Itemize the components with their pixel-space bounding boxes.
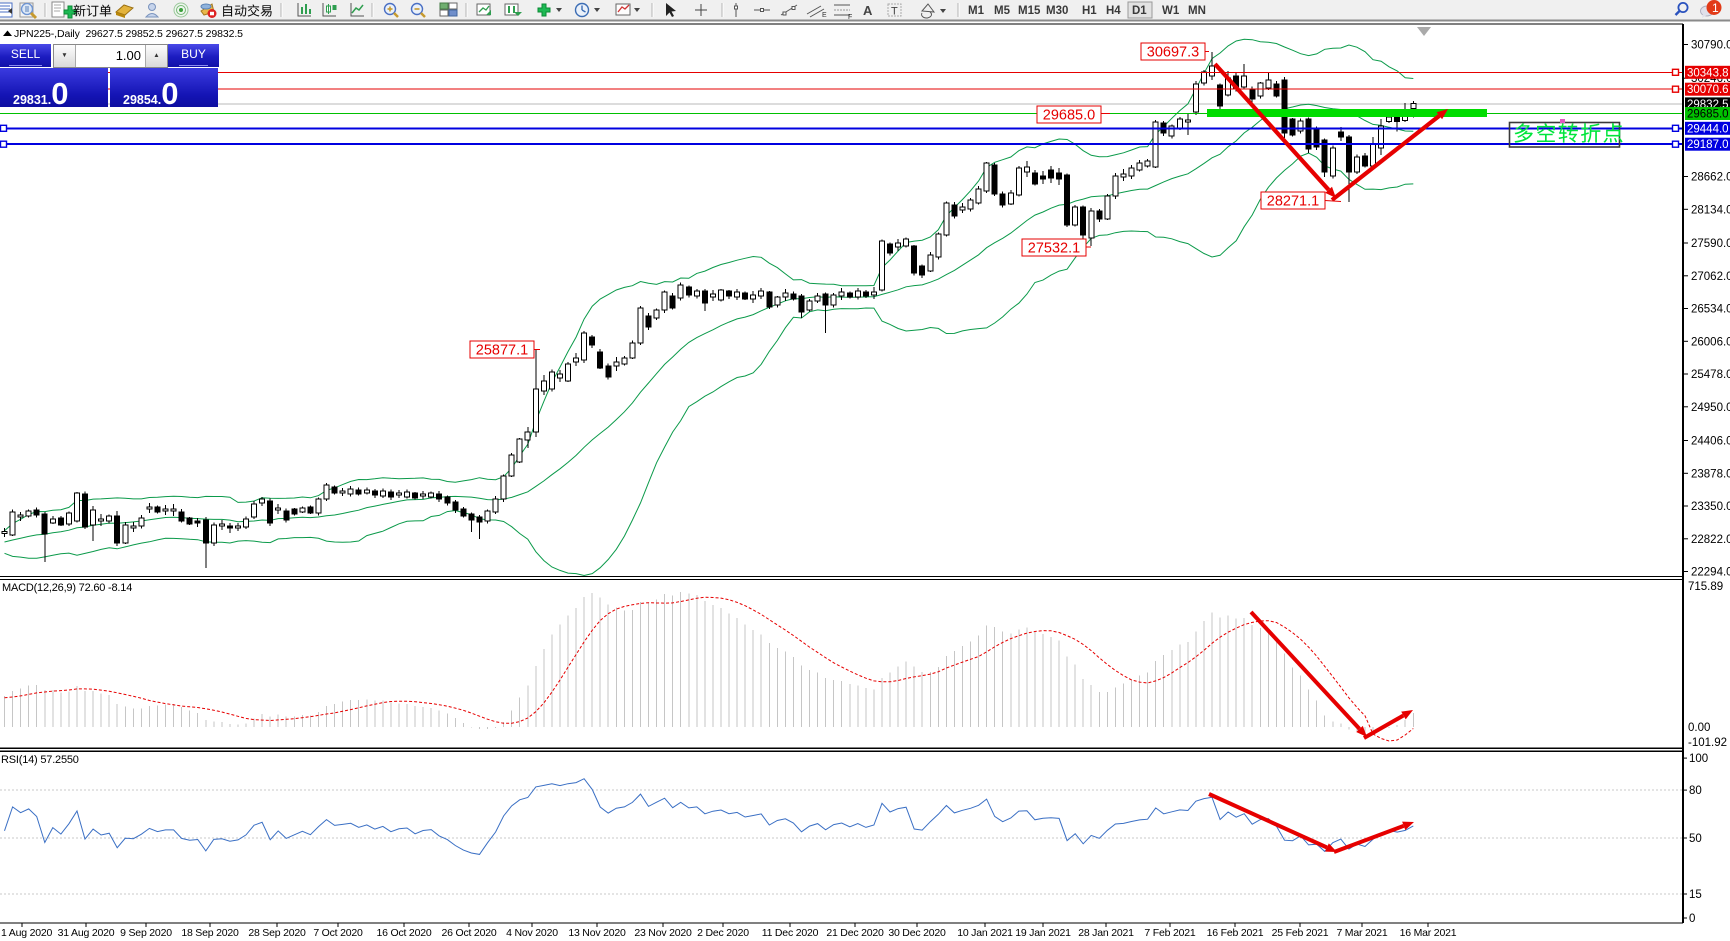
svg-text:10 Jan 2021: 10 Jan 2021 bbox=[957, 927, 1013, 939]
svg-text:9 Sep 2020: 9 Sep 2020 bbox=[120, 927, 172, 939]
svg-text:MACD(12,26,9) 72.60 -8.14: MACD(12,26,9) 72.60 -8.14 bbox=[2, 582, 132, 594]
svg-text:29187.0: 29187.0 bbox=[1687, 139, 1729, 151]
svg-text:23 Nov 2020: 23 Nov 2020 bbox=[634, 927, 692, 939]
svg-text:M30: M30 bbox=[1046, 5, 1068, 17]
svg-text:15: 15 bbox=[1689, 889, 1702, 901]
svg-text:28 Jan 2021: 28 Jan 2021 bbox=[1078, 927, 1134, 939]
svg-text:7 Feb 2021: 7 Feb 2021 bbox=[1144, 927, 1195, 939]
svg-text:28662.0: 28662.0 bbox=[1691, 172, 1730, 184]
svg-text:E: E bbox=[822, 12, 827, 19]
svg-text:MN: MN bbox=[1188, 5, 1206, 17]
svg-text:4 Nov 2020: 4 Nov 2020 bbox=[506, 927, 558, 939]
svg-text:11 Dec 2020: 11 Dec 2020 bbox=[762, 927, 819, 939]
svg-text:18 Sep 2020: 18 Sep 2020 bbox=[181, 927, 239, 939]
svg-text:29444.0: 29444.0 bbox=[1687, 123, 1729, 135]
svg-text:26 Oct 2020: 26 Oct 2020 bbox=[441, 927, 496, 939]
svg-text:30 Dec 2020: 30 Dec 2020 bbox=[888, 927, 946, 939]
svg-text:-101.92: -101.92 bbox=[1688, 737, 1727, 749]
svg-text:28271.1: 28271.1 bbox=[1267, 194, 1319, 210]
svg-text:26534.0: 26534.0 bbox=[1691, 304, 1730, 316]
svg-text:D1: D1 bbox=[1132, 5, 1147, 17]
svg-text:1 Aug 2020: 1 Aug 2020 bbox=[1, 927, 52, 939]
svg-text:23350.0: 23350.0 bbox=[1691, 501, 1730, 513]
svg-text:W1: W1 bbox=[1162, 5, 1180, 17]
svg-text:26006.0: 26006.0 bbox=[1691, 336, 1730, 348]
svg-text:23878.0: 23878.0 bbox=[1691, 468, 1730, 480]
svg-text:27590.0: 27590.0 bbox=[1691, 238, 1730, 250]
svg-text:28134.0: 28134.0 bbox=[1691, 204, 1730, 216]
svg-text:50: 50 bbox=[1689, 833, 1702, 845]
svg-text:0.00: 0.00 bbox=[1688, 722, 1710, 734]
svg-text:27062.0: 27062.0 bbox=[1691, 271, 1730, 283]
svg-text:1: 1 bbox=[1712, 1, 1719, 15]
svg-text:13 Nov 2020: 13 Nov 2020 bbox=[568, 927, 626, 939]
svg-text:28 Sep 2020: 28 Sep 2020 bbox=[248, 927, 306, 939]
svg-text:M15: M15 bbox=[1018, 5, 1041, 17]
svg-text:29685.0: 29685.0 bbox=[1043, 108, 1095, 124]
svg-text:30343.8: 30343.8 bbox=[1687, 67, 1729, 79]
svg-text:25478.0: 25478.0 bbox=[1691, 369, 1730, 381]
svg-text:M5: M5 bbox=[994, 5, 1011, 17]
svg-text:16 Feb 2021: 16 Feb 2021 bbox=[1207, 927, 1264, 939]
svg-text:30070.6: 30070.6 bbox=[1687, 84, 1729, 96]
svg-text:29685.0: 29685.0 bbox=[1687, 109, 1729, 121]
svg-text:22822.0: 22822.0 bbox=[1691, 534, 1730, 546]
svg-text:7 Oct 2020: 7 Oct 2020 bbox=[313, 927, 363, 939]
svg-text:H4: H4 bbox=[1106, 5, 1121, 17]
svg-text:A: A bbox=[863, 3, 873, 18]
svg-text:31 Aug 2020: 31 Aug 2020 bbox=[58, 927, 115, 939]
svg-text:30697.3: 30697.3 bbox=[1147, 45, 1199, 61]
svg-text:16 Mar 2021: 16 Mar 2021 bbox=[1400, 927, 1457, 939]
svg-text:T: T bbox=[891, 6, 898, 18]
svg-text:27532.1: 27532.1 bbox=[1028, 241, 1080, 257]
svg-text:25877.1: 25877.1 bbox=[476, 343, 528, 359]
svg-text:24406.0: 24406.0 bbox=[1691, 436, 1730, 448]
svg-text:80: 80 bbox=[1689, 785, 1702, 797]
svg-text:JPN225-,Daily 29627.5 29852.5: JPN225-,Daily 29627.5 29852.5 29627.5 29… bbox=[14, 28, 243, 40]
svg-text:30790.0: 30790.0 bbox=[1691, 40, 1730, 52]
svg-text:RSI(14) 57.2550: RSI(14) 57.2550 bbox=[1, 754, 79, 766]
svg-text:2 Dec 2020: 2 Dec 2020 bbox=[697, 927, 749, 939]
svg-text:19 Jan 2021: 19 Jan 2021 bbox=[1015, 927, 1071, 939]
svg-text:22294.0: 22294.0 bbox=[1691, 567, 1730, 579]
svg-text:21 Dec 2020: 21 Dec 2020 bbox=[826, 927, 884, 939]
svg-text:0: 0 bbox=[1689, 913, 1695, 925]
svg-text:100: 100 bbox=[1689, 753, 1708, 765]
svg-text:715.89: 715.89 bbox=[1688, 581, 1723, 593]
svg-text:25 Feb 2021: 25 Feb 2021 bbox=[1272, 927, 1329, 939]
svg-text:H1: H1 bbox=[1082, 5, 1097, 17]
svg-text:24950.0: 24950.0 bbox=[1691, 402, 1730, 414]
svg-text:7 Mar 2021: 7 Mar 2021 bbox=[1336, 927, 1387, 939]
svg-text:16 Oct 2020: 16 Oct 2020 bbox=[376, 927, 431, 939]
svg-text:M1: M1 bbox=[968, 5, 985, 17]
svg-text:F: F bbox=[848, 14, 852, 21]
